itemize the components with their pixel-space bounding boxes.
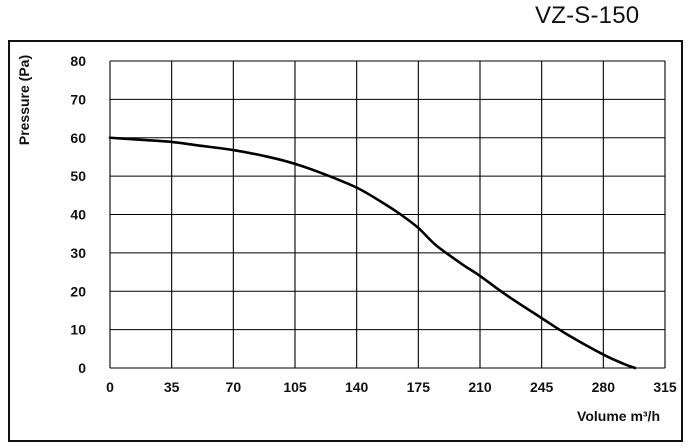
y-tick-label: 60 <box>70 130 86 146</box>
y-tick-label: 70 <box>70 91 86 107</box>
y-axis-label: Pressure (Pa) <box>16 55 32 145</box>
chart-model-title: VZ-S-150 <box>535 2 640 29</box>
x-tick-label: 175 <box>407 379 431 395</box>
pressure-curve <box>108 136 637 370</box>
x-tick-label: 315 <box>653 379 677 395</box>
x-tick-label: 105 <box>283 379 307 395</box>
y-tick-label: 30 <box>70 245 86 261</box>
y-tick-label: 20 <box>70 283 86 299</box>
x-axis-label: Volume m³/h <box>577 408 660 424</box>
x-axis-ticks: 0 35 70 105 140 175 210 245 280 315 <box>106 379 677 395</box>
y-tick-label: 10 <box>70 322 86 338</box>
x-tick-label: 35 <box>164 379 180 395</box>
x-tick-label: 70 <box>226 379 242 395</box>
x-tick-label: 210 <box>468 379 492 395</box>
y-axis-ticks: 0 10 20 30 40 50 60 70 80 <box>70 53 86 376</box>
y-tick-label: 80 <box>70 53 86 69</box>
x-tick-label: 280 <box>592 379 616 395</box>
x-tick-label: 245 <box>530 379 554 395</box>
x-tick-label: 0 <box>106 379 114 395</box>
chart-grid <box>109 60 666 369</box>
y-tick-label: 40 <box>70 207 86 223</box>
x-tick-label: 140 <box>345 379 369 395</box>
chart-frame <box>8 40 683 442</box>
y-tick-label: 50 <box>70 168 86 184</box>
y-tick-label: 0 <box>78 360 86 376</box>
